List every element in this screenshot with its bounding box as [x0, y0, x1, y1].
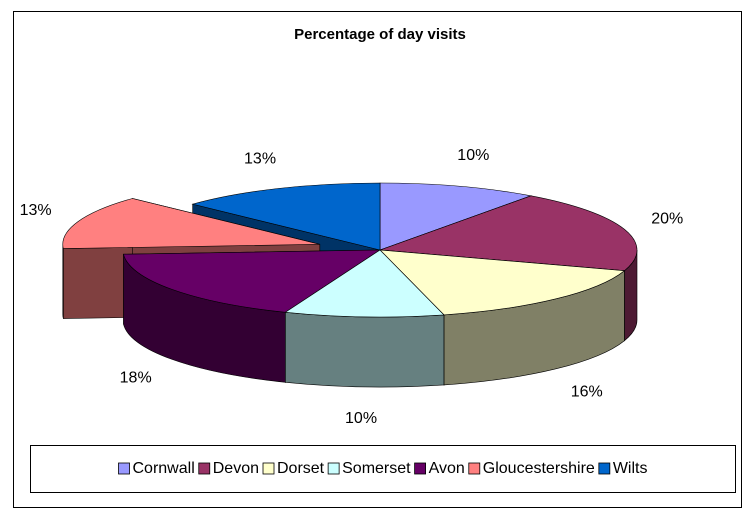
legend-label: Dorset	[277, 460, 325, 477]
legend-swatch	[198, 462, 211, 475]
data-label: 13%	[244, 150, 276, 167]
legend-swatch	[468, 462, 481, 475]
legend-swatch	[414, 462, 427, 475]
slice-wall	[62, 244, 64, 319]
legend-label: Wilts	[613, 460, 648, 477]
data-label: 13%	[20, 202, 52, 219]
legend-label: Avon	[429, 460, 465, 477]
slice-wall	[285, 311, 445, 388]
data-label: 20%	[651, 211, 683, 228]
data-label: 16%	[571, 383, 603, 400]
legend-swatch	[327, 462, 340, 475]
slice-top	[379, 249, 626, 316]
slice-top	[284, 249, 445, 318]
legend-label: Somerset	[342, 460, 411, 477]
legend-swatch	[598, 462, 611, 475]
legend-swatch	[118, 462, 130, 475]
data-label: 18%	[120, 369, 152, 386]
legend-label: Gloucestershire	[483, 460, 595, 477]
slice-top	[123, 249, 382, 313]
slice-top	[379, 182, 533, 251]
slice-top	[379, 195, 638, 272]
data-label: 10%	[457, 147, 489, 164]
legend-label: Devon	[213, 460, 259, 477]
legend-label: Cornwall	[133, 460, 195, 477]
slice-top	[191, 182, 381, 251]
slice-top	[62, 198, 320, 249]
legend-box	[30, 445, 736, 493]
data-label: 10%	[345, 410, 377, 427]
chart-title: Percentage of day visits	[294, 26, 466, 43]
legend-swatch	[262, 462, 275, 475]
